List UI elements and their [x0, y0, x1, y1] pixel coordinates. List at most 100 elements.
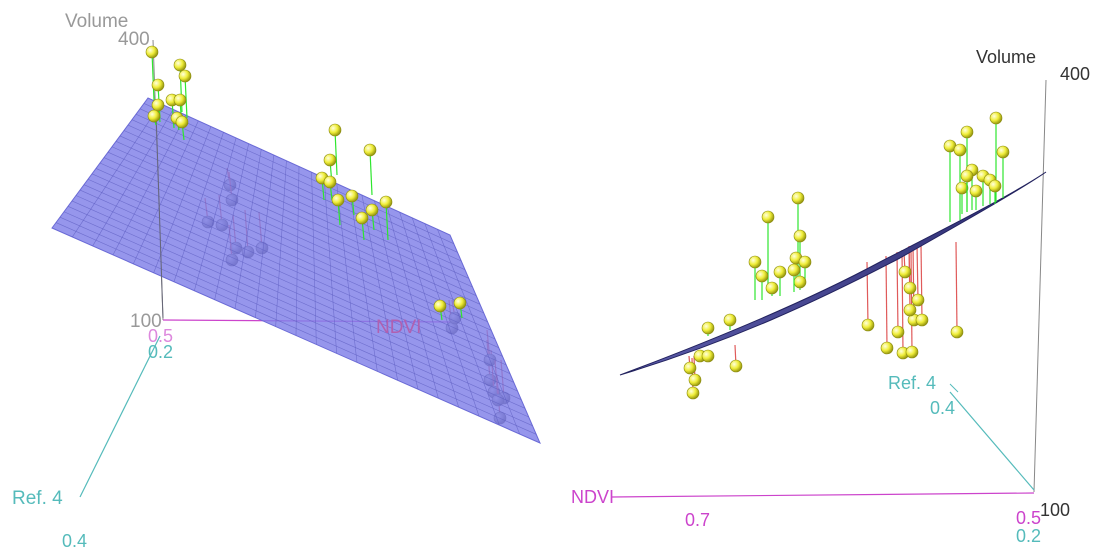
- regression-plane: [51, 97, 541, 444]
- y-tick-label: 0.4: [62, 531, 87, 551]
- plane-grid-line: [143, 103, 454, 244]
- z-tick-label: 400: [118, 29, 150, 50]
- data-point: [798, 255, 812, 269]
- data-point: [683, 361, 697, 375]
- data-point: [363, 143, 377, 157]
- residual-stem: [908, 245, 911, 311]
- data-point: [328, 123, 342, 137]
- data-point: [323, 175, 337, 189]
- data-point: [173, 93, 187, 107]
- x-tick-label: 0.7: [685, 510, 710, 530]
- data-point: [151, 78, 165, 92]
- data-point: [323, 153, 337, 167]
- data-point: [960, 125, 974, 139]
- data-point: [433, 299, 447, 313]
- data-point: [969, 184, 983, 198]
- data-point: [989, 111, 1003, 125]
- x-axis-label: NDVI: [376, 317, 421, 338]
- plane-grid-line: [411, 217, 480, 417]
- data-point: [345, 189, 359, 203]
- right-panel: Volume 400 100 Ref. 4 0.4 NDVI 0.7 0.50.2: [571, 47, 1090, 546]
- residual-stem: [901, 249, 904, 354]
- data-point: [765, 281, 779, 295]
- data-point: [953, 143, 967, 157]
- y-axis-label: Ref. 4: [12, 488, 63, 509]
- residual-stem: [955, 241, 958, 333]
- data-point: [723, 313, 737, 327]
- z-tick-label: 400: [1060, 64, 1090, 84]
- residual-stem: [920, 243, 923, 321]
- plane-grid-line: [139, 108, 458, 253]
- z-axis-line: [1033, 79, 1047, 493]
- plane-grid-line: [424, 223, 500, 426]
- data-point: [791, 191, 805, 205]
- data-point: [453, 296, 467, 310]
- data-point: [793, 229, 807, 243]
- data-point: [365, 203, 379, 217]
- data-point: [955, 181, 969, 195]
- data-point: [701, 321, 715, 335]
- plane-grid-line: [437, 229, 520, 435]
- z-axis-line-through: [155, 111, 164, 319]
- residual-stem: [910, 249, 913, 353]
- y-tick-label: 0.2: [1016, 526, 1041, 546]
- data-point: [686, 386, 700, 400]
- data-point: [331, 193, 345, 207]
- plane-grid-line: [135, 113, 462, 262]
- y-axis-line: [949, 391, 1035, 491]
- data-point: [379, 195, 393, 209]
- residual-stem: [896, 251, 899, 333]
- y-tick-label: 0.4: [930, 398, 955, 418]
- x-tick-label: 0.5: [148, 326, 173, 346]
- residual-stem: [885, 255, 888, 349]
- data-point: [688, 373, 702, 387]
- data-point: [793, 275, 807, 289]
- z-tick-label: 100: [1040, 500, 1070, 520]
- data-point: [960, 169, 974, 183]
- residual-stem: [385, 201, 389, 241]
- regression-plane: [619, 171, 1047, 376]
- y-axis-tick: [949, 383, 959, 393]
- data-point: [755, 269, 769, 283]
- data-point: [891, 325, 905, 339]
- data-point: [147, 109, 161, 123]
- x-axis-label: NDVI: [571, 487, 614, 507]
- data-point: [915, 313, 929, 327]
- data-point: [748, 255, 762, 269]
- data-point: [996, 145, 1010, 159]
- y-axis-label: Ref. 4: [888, 373, 936, 393]
- data-point: [787, 263, 801, 277]
- z-axis-label: Volume: [976, 47, 1036, 67]
- data-point: [175, 115, 189, 129]
- data-point: [861, 318, 875, 332]
- residual-stem: [334, 129, 338, 176]
- residual-stem: [184, 75, 188, 119]
- data-point: [761, 210, 775, 224]
- data-point: [178, 69, 192, 83]
- x-tick-label: 0.5: [1016, 508, 1041, 528]
- data-point: [701, 349, 715, 363]
- y-axis-line: [79, 335, 161, 498]
- residual-stem: [916, 243, 919, 301]
- z-axis-label: Volume: [65, 11, 128, 32]
- residual-stem: [369, 149, 373, 196]
- data-point: [911, 293, 925, 307]
- data-point: [773, 265, 787, 279]
- data-point: [145, 45, 159, 59]
- data-point: [880, 341, 894, 355]
- y-tick-label: 0.2: [148, 342, 173, 362]
- data-point: [355, 211, 369, 225]
- data-point: [729, 359, 743, 373]
- data-point: [988, 179, 1002, 193]
- data-point: [173, 58, 187, 72]
- x-axis-line: [611, 492, 1035, 498]
- data-point: [898, 265, 912, 279]
- z-tick-label: 100: [130, 311, 162, 332]
- residual-stem: [151, 51, 155, 101]
- data-point: [903, 303, 917, 317]
- plane-grid-line: [399, 212, 459, 408]
- data-point: [950, 325, 964, 339]
- data-point: [903, 281, 917, 295]
